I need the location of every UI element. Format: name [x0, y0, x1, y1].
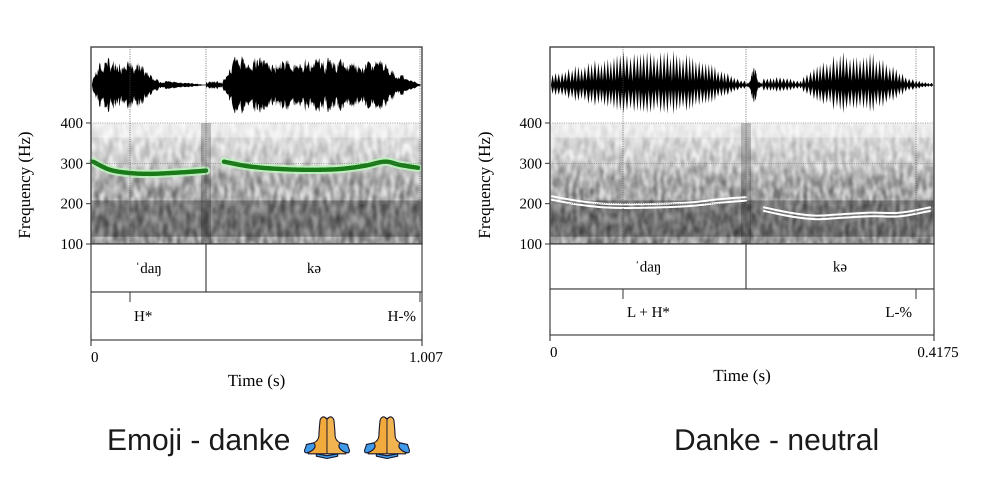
svg-text:Frequency (Hz): Frequency (Hz)	[475, 131, 494, 238]
svg-text:200: 200	[520, 197, 543, 213]
svg-text:kə: kə	[307, 261, 322, 277]
svg-text:Danke - neutral: Danke - neutral	[674, 424, 879, 457]
svg-text:ˈdaŋ: ˈdaŋ	[635, 260, 662, 276]
svg-text:400: 400	[61, 116, 84, 132]
svg-text:400: 400	[520, 116, 543, 132]
svg-text:ˈdaŋ: ˈdaŋ	[135, 261, 162, 277]
svg-text:1.007: 1.007	[409, 350, 443, 366]
svg-text:0: 0	[550, 345, 558, 361]
svg-text:H-%: H-%	[388, 309, 416, 325]
svg-text:Time (s): Time (s)	[713, 366, 770, 385]
svg-text:Emoji - danke: Emoji - danke	[107, 424, 290, 457]
svg-text:0: 0	[91, 350, 99, 366]
svg-text:100: 100	[61, 237, 84, 253]
svg-text:300: 300	[61, 156, 84, 172]
svg-text:100: 100	[520, 237, 543, 253]
svg-text:H*: H*	[134, 309, 152, 325]
svg-text:300: 300	[520, 156, 543, 172]
svg-text:Time (s): Time (s)	[228, 371, 285, 390]
svg-text:L-%: L-%	[885, 305, 912, 321]
svg-text:200: 200	[61, 197, 84, 213]
svg-text:0.4175: 0.4175	[917, 345, 958, 361]
svg-text:L + H*: L + H*	[627, 305, 670, 321]
svg-text:Frequency (Hz): Frequency (Hz)	[15, 131, 34, 238]
svg-text:kə: kə	[833, 260, 848, 276]
